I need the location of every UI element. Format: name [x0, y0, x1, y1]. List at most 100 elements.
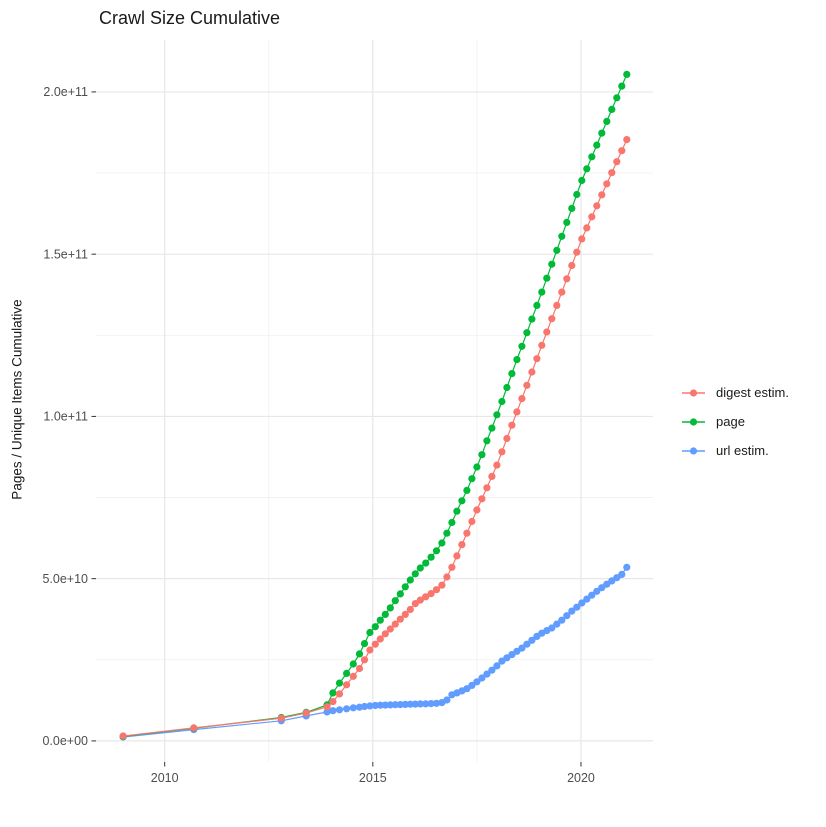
data-point: [508, 370, 516, 378]
data-point: [608, 105, 616, 113]
data-point: [422, 700, 430, 708]
data-point: [573, 190, 581, 199]
data-point: [533, 301, 541, 309]
legend-item-url: url estim.: [676, 436, 789, 465]
data-point: [401, 583, 409, 591]
data-point: [598, 584, 606, 592]
data-point: [391, 620, 399, 628]
data-point: [523, 640, 531, 648]
data-point: [355, 650, 364, 658]
legend-label: page: [716, 414, 745, 429]
data-point: [416, 596, 424, 604]
data-point: [508, 421, 516, 429]
data-point: [488, 666, 496, 674]
data-point: [329, 689, 337, 697]
data-point: [432, 547, 441, 555]
data-point: [518, 395, 526, 403]
y-tick-label: 0.0e+00: [42, 734, 88, 748]
data-point: [323, 703, 331, 711]
data-point: [553, 246, 561, 254]
data-point: [548, 624, 556, 632]
data-point: [623, 563, 631, 571]
data-point: [538, 341, 546, 349]
data-point: [523, 329, 531, 337]
data-point: [583, 224, 591, 232]
chart-title: Crawl Size Cumulative: [99, 8, 281, 28]
legend-item-digest: digest estim.: [676, 378, 789, 407]
data-point: [503, 383, 511, 392]
data-point: [443, 573, 451, 581]
data-point: [349, 660, 357, 668]
legend: digest estim. page url estim.: [676, 378, 789, 465]
data-point: [513, 408, 521, 416]
x-tick-label: 2010: [151, 771, 179, 785]
data-point: [371, 623, 379, 631]
data-point: [473, 463, 481, 471]
data-point: [277, 714, 285, 722]
data-point: [493, 411, 501, 419]
data-point: [598, 129, 606, 137]
data-point: [448, 563, 456, 571]
data-point: [411, 570, 419, 578]
data-point: [548, 260, 556, 268]
data-point: [376, 616, 384, 624]
data-point: [573, 248, 581, 256]
data-point: [528, 315, 536, 323]
data-point: [623, 136, 631, 144]
data-point: [478, 674, 486, 682]
data-point: [329, 698, 337, 706]
data-point: [588, 213, 596, 221]
axes: 2010 2015 2020 0.0e+00 5.0e+10 1.0e+11 1.5e+11…: [42, 85, 594, 785]
data-point: [538, 288, 546, 296]
data-point: [438, 581, 446, 589]
legend-key-icon: [682, 388, 705, 397]
legend-label: url estim.: [716, 443, 769, 458]
data-point: [386, 625, 394, 633]
data-point: [483, 670, 491, 678]
data-point: [416, 700, 424, 708]
data-point: [366, 628, 374, 637]
data-point: [443, 696, 451, 704]
data-point: [593, 141, 601, 149]
data-point: [343, 705, 351, 713]
data-point: [453, 507, 461, 515]
data-point: [371, 640, 379, 648]
data-point: [411, 600, 419, 608]
data-point: [558, 232, 566, 240]
data-point: [578, 235, 586, 243]
series-url-estim: [119, 563, 631, 741]
data-point: [578, 599, 586, 607]
data-point: [376, 635, 384, 643]
data-point: [568, 607, 576, 615]
data-point: [381, 630, 389, 638]
data-point: [386, 604, 394, 612]
legend-key-icon: [682, 417, 705, 426]
data-point: [543, 274, 551, 282]
data-point: [335, 679, 344, 687]
data-point: [468, 681, 476, 690]
data-point: [498, 397, 506, 406]
legend-item-page: page: [676, 407, 789, 436]
data-point: [568, 261, 576, 270]
data-point: [583, 595, 591, 603]
gridlines: [96, 40, 653, 762]
y-tick-label: 1.0e+11: [43, 410, 88, 424]
data-point: [366, 646, 374, 654]
data-point: [613, 158, 621, 166]
data-point: [119, 732, 127, 740]
data-point: [603, 117, 611, 125]
x-tick-label: 2020: [567, 771, 595, 785]
data-point: [523, 381, 531, 389]
data-point: [528, 368, 536, 376]
data-point: [323, 708, 331, 716]
data-point: [598, 191, 606, 199]
data-point: [432, 586, 441, 594]
data-point: [335, 690, 344, 698]
data-point: [391, 701, 399, 709]
data-point: [618, 82, 626, 90]
data-point: [503, 434, 511, 443]
data-point: [518, 644, 526, 652]
data-point: [432, 699, 441, 707]
data-point: [568, 204, 576, 212]
